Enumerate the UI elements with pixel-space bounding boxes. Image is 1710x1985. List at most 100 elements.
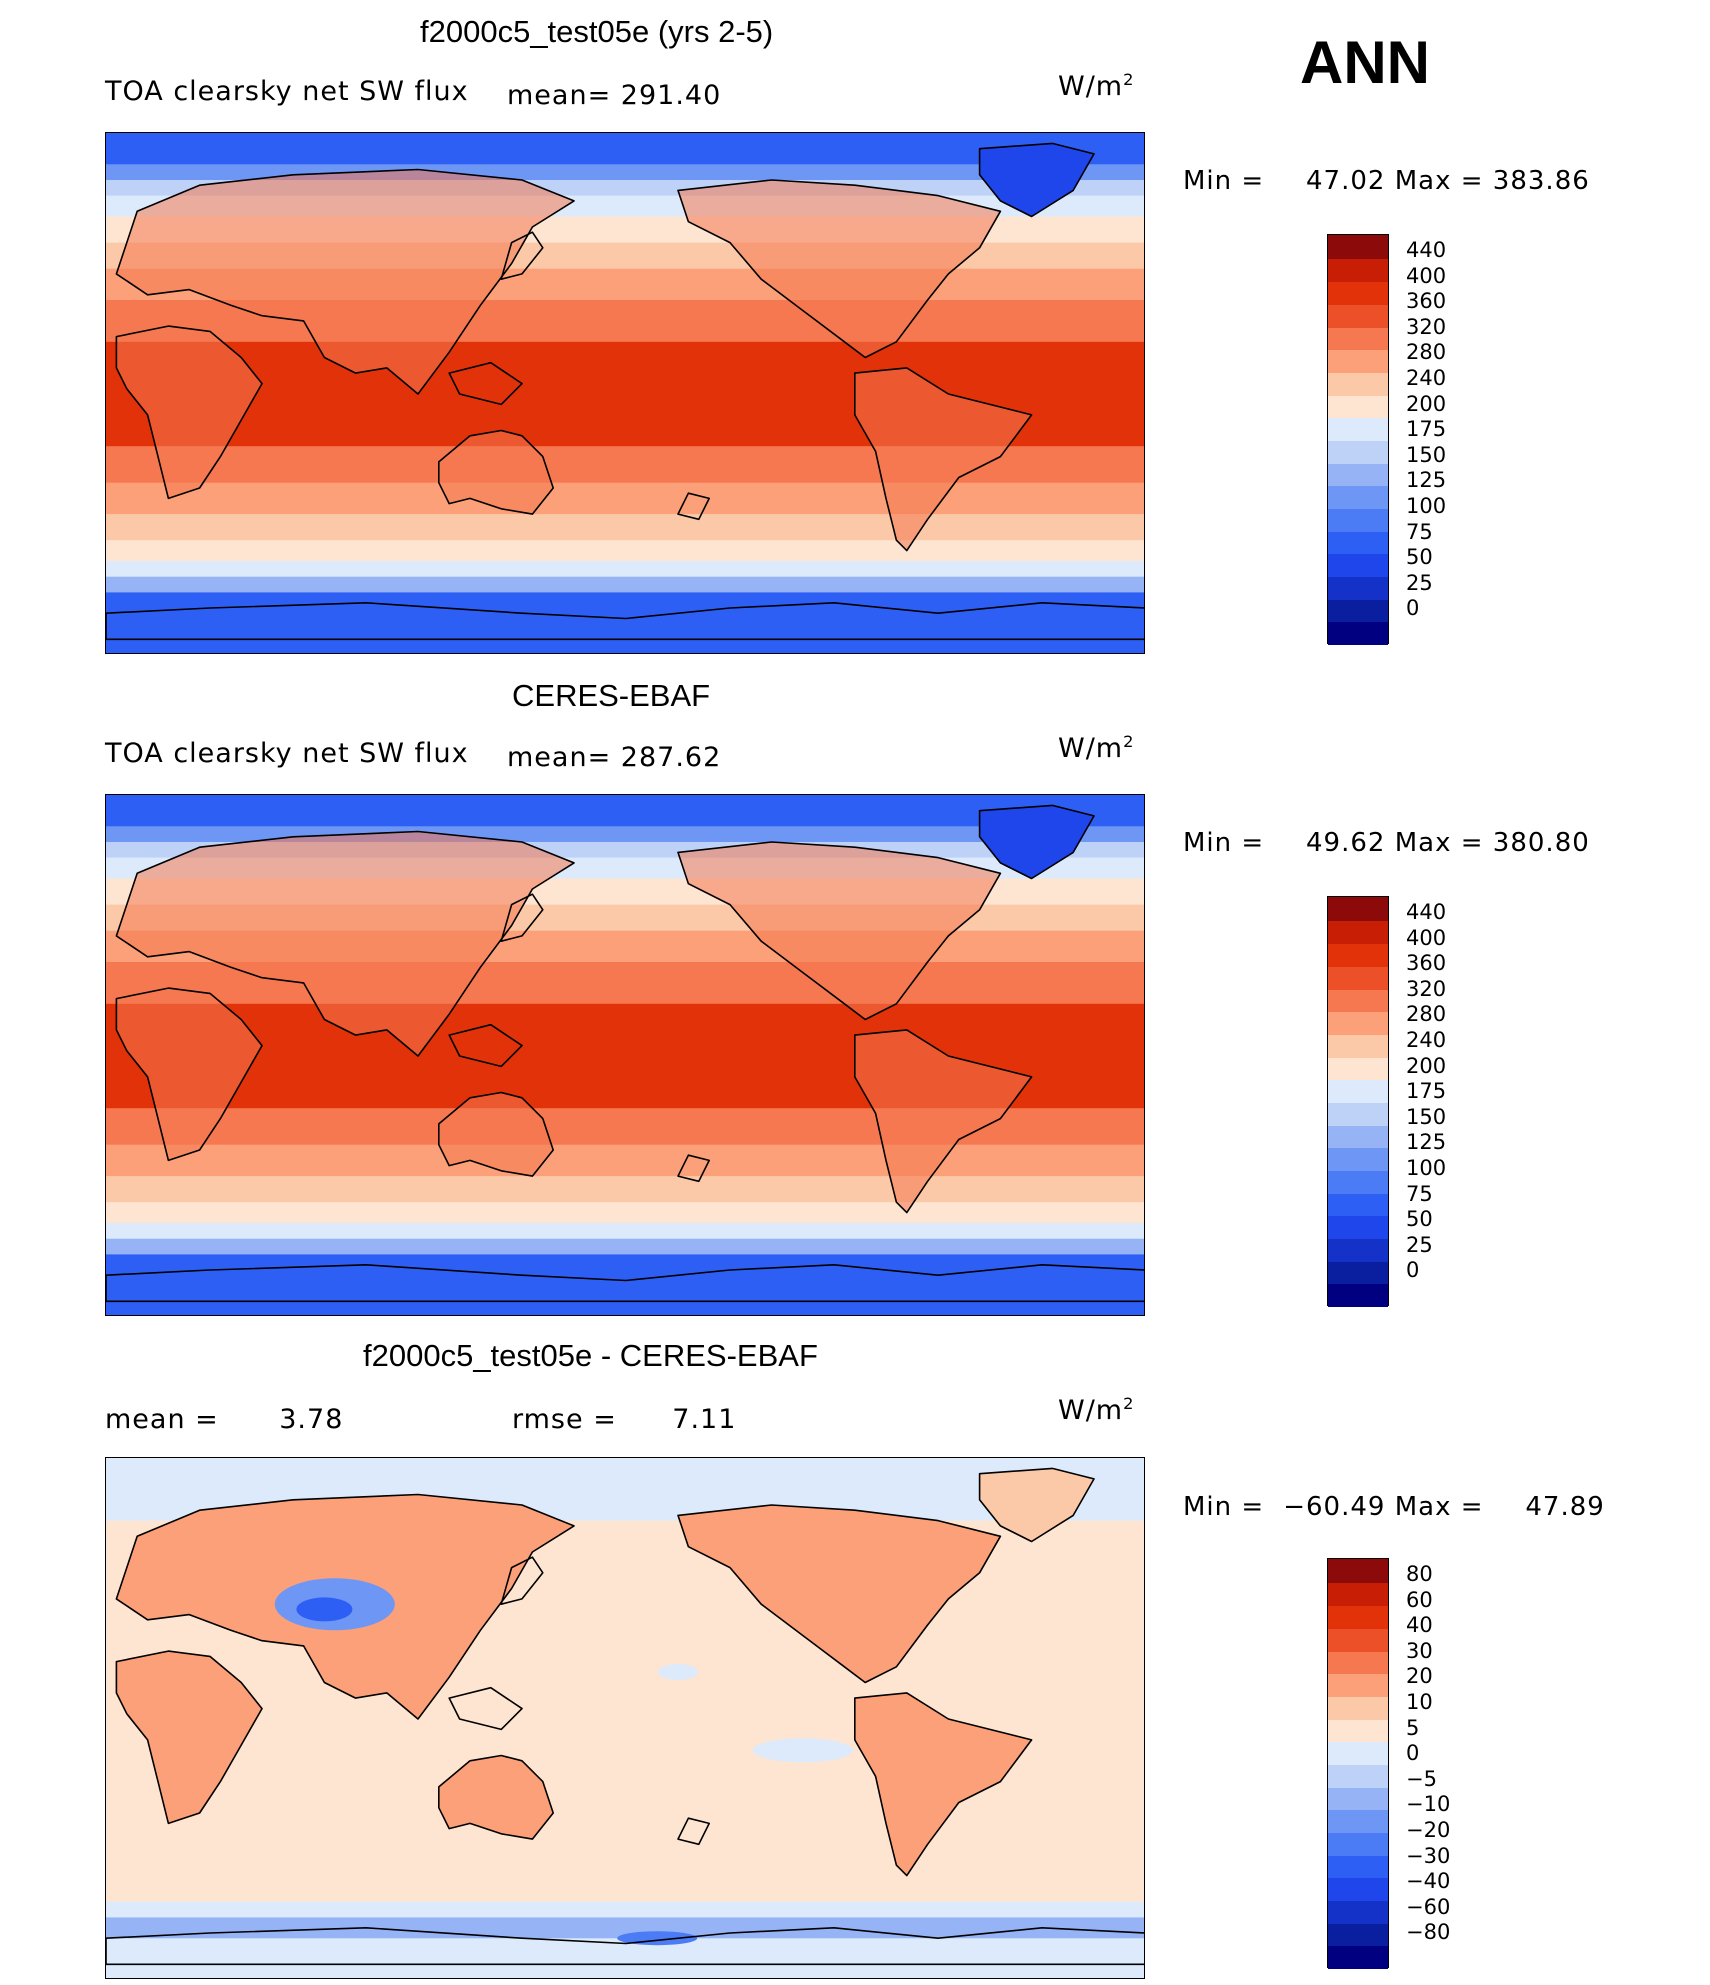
coastline: [677, 179, 1002, 359]
colorbar-swatch: [1328, 439, 1388, 464]
colorbar-swatch: [1328, 235, 1388, 259]
colorbar-swatch: [1328, 506, 1388, 532]
colorbar-tick-label: 280: [1406, 340, 1447, 365]
colorbar-swatch: [1328, 1876, 1388, 1901]
colorbar-swatch: [1328, 1808, 1388, 1833]
coastline: [437, 1091, 555, 1177]
colorbar-tick-label: 150: [1406, 1104, 1447, 1129]
colorbar-swatch: [1328, 1717, 1388, 1743]
panel-3-rmse: rmse = 7.11: [512, 1404, 736, 1435]
colorbar-swatch: [1328, 302, 1388, 328]
colorbar-swatch: [1328, 552, 1388, 577]
greenland-shading: [979, 1468, 1094, 1542]
panel-3-map: [105, 1457, 1145, 1979]
land-shading: [678, 842, 1001, 1020]
colorbar-swatch: [1328, 1146, 1388, 1171]
panel-3-min-value: −60.49: [1283, 1492, 1386, 1522]
panel-1-min-value: 47.02: [1306, 166, 1386, 196]
land-shading: [854, 367, 1032, 551]
panel-3-mean: mean = 3.78: [105, 1404, 343, 1435]
colorbar-tick-label: 175: [1406, 1079, 1447, 1104]
field-band: [106, 1202, 1144, 1225]
coastline: [106, 1926, 1144, 1966]
panel-1-max-value: 383.86: [1492, 166, 1590, 196]
colorbar-tick-label: 10: [1406, 1690, 1433, 1714]
colorbar-swatch: [1328, 575, 1388, 600]
coastline: [115, 987, 263, 1162]
colorbar-swatch: [1328, 1237, 1388, 1262]
panel-1-map: [105, 132, 1145, 654]
colorbar-swatch: [1328, 1032, 1388, 1058]
colorbar-swatch: [1328, 1581, 1388, 1607]
colorbar-swatch: [1328, 484, 1388, 509]
colorbar-tick-label: 360: [1406, 951, 1447, 976]
panel-1-mean: mean= 291.40: [507, 80, 721, 111]
field-band: [106, 576, 1144, 594]
coastline: [853, 1029, 1033, 1214]
coastline: [448, 1686, 523, 1731]
colorbar-tick-label: 400: [1406, 263, 1447, 288]
colorbar-swatch: [1328, 1785, 1388, 1811]
panel-2-colorbar: [1327, 896, 1389, 1307]
coastline: [115, 325, 263, 500]
colorbar-swatch: [1328, 1055, 1388, 1081]
land-shading: [116, 169, 575, 394]
panel-3-map-svg: [106, 1458, 1144, 1978]
colorbar-swatch: [1328, 370, 1388, 396]
colorbar-tick-label: 440: [1406, 900, 1447, 924]
colorbar-tick-label: 100: [1406, 494, 1447, 518]
panel-3-colorbar: [1327, 1558, 1389, 1969]
land-shading: [438, 1755, 554, 1840]
colorbar-tick-label: 125: [1406, 1130, 1447, 1155]
land-shading: [116, 988, 263, 1161]
colorbar-tick-label: 20: [1406, 1664, 1433, 1689]
colorbar-tick-label: 200: [1406, 1053, 1447, 1078]
field-band: [106, 1144, 1144, 1177]
coastline: [677, 1154, 711, 1183]
colorbar-tick-label: −30: [1406, 1843, 1451, 1868]
field-band: [106, 1238, 1144, 1256]
land-shading: [116, 831, 575, 1056]
colorbar-tick-label: 25: [1406, 1232, 1433, 1257]
land-shading: [854, 1029, 1032, 1213]
panel-3-units: W/m2: [1058, 1394, 1135, 1426]
coastline: [978, 804, 1095, 880]
panel-2-minmax: Min = 49.62 Max = 380.80: [1183, 828, 1590, 858]
colorbar-swatch: [1328, 416, 1388, 441]
panel-3-mean-value: 3.78: [279, 1404, 344, 1435]
panel-1-units: W/m2: [1058, 70, 1135, 102]
colorbar-swatch: [1328, 1694, 1388, 1720]
colorbar-swatch: [1328, 1123, 1388, 1149]
colorbar-tick-label: 40: [1406, 1613, 1433, 1638]
colorbar-swatch: [1328, 1191, 1388, 1217]
land-shading: [678, 1505, 1001, 1683]
field-band: [106, 514, 1144, 542]
coastline: [115, 830, 575, 1057]
coastline: [115, 168, 575, 395]
coastline: [500, 1556, 544, 1605]
greenland-shading: [979, 805, 1094, 879]
colorbar-tick-label: 50: [1406, 1207, 1433, 1232]
land-shading: [438, 1092, 554, 1177]
colorbar-swatch: [1328, 1853, 1388, 1879]
colorbar-tick-label: 50: [1406, 545, 1433, 570]
panel-2-mean-label: mean=: [507, 742, 612, 773]
field-band: [106, 540, 1144, 563]
colorbar-tick-label: 5: [1406, 1715, 1420, 1740]
colorbar-swatch: [1328, 1649, 1388, 1675]
panel-2-map: [105, 794, 1145, 1316]
panel-1-title: f2000c5_test05e (yrs 2-5): [420, 14, 774, 49]
panel-3-rmse-value: 7.11: [672, 1404, 737, 1435]
colorbar-tick-label: 320: [1406, 976, 1447, 1001]
coastline: [978, 1467, 1095, 1543]
colorbar-swatch: [1328, 1944, 1388, 1969]
coastline: [437, 1754, 555, 1840]
coastline: [500, 893, 544, 942]
panel-2-field-label: TOA clearsky net SW flux: [105, 738, 469, 769]
panel-2-mean: mean= 287.62: [507, 742, 721, 773]
panel-3-rmse-label: rmse =: [512, 1404, 617, 1435]
colorbar-tick-label: −10: [1406, 1792, 1451, 1817]
colorbar-tick-label: 320: [1406, 314, 1447, 339]
colorbar-tick-label: −40: [1406, 1869, 1451, 1894]
panel-1-mean-value: 291.40: [620, 80, 722, 111]
